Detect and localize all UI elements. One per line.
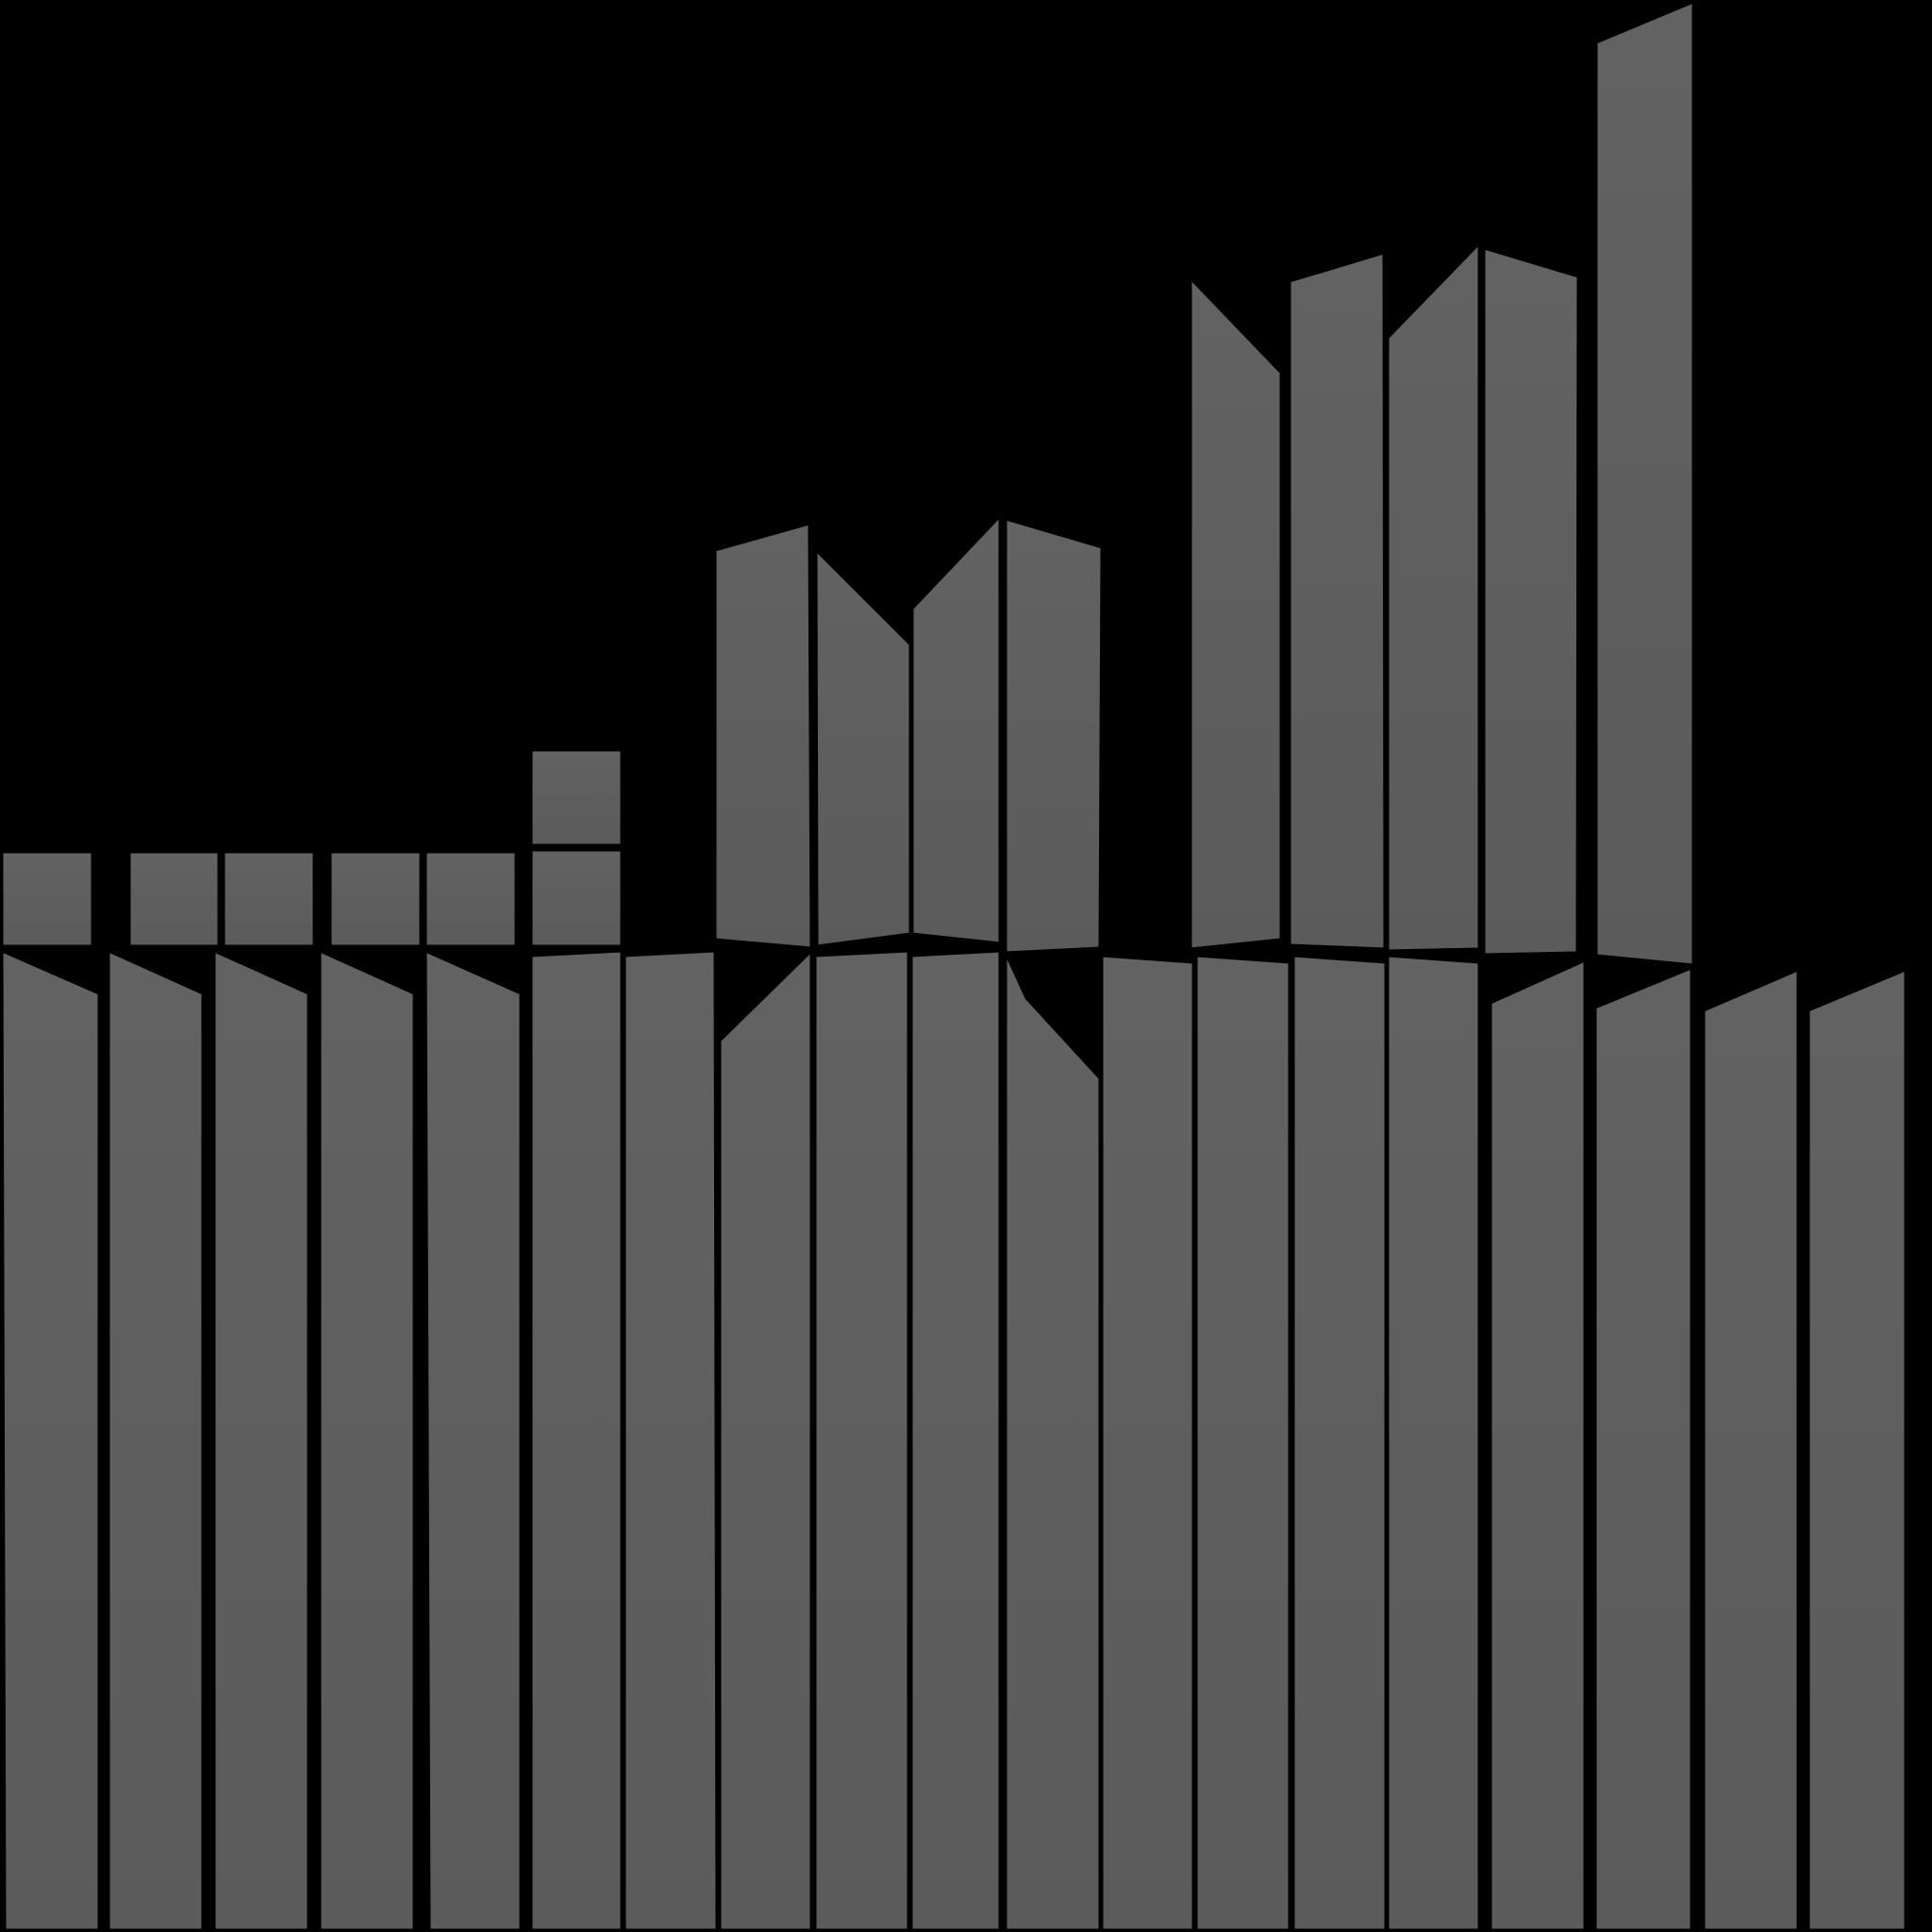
strip-panel-11 (1004, 951, 1102, 1932)
mid-panel-3 (910, 514, 1002, 945)
square-panel-2 (127, 850, 221, 948)
mid-panel-2 (814, 548, 912, 948)
square-panel-6 (529, 748, 624, 847)
strip-panel-2 (107, 949, 205, 1932)
square-panel-5 (424, 850, 518, 948)
strip-panel-4 (318, 949, 416, 1932)
right-panel-3 (1386, 242, 1481, 953)
strip-panel-16 (1489, 958, 1587, 1932)
strip-panel-18 (1702, 968, 1800, 1932)
square-panel-1 (0, 850, 94, 948)
right-panel-1 (1189, 276, 1283, 951)
strip-panel-13 (1194, 954, 1291, 1932)
right-panel-5 (1594, 0, 1695, 967)
right-panel-4 (1482, 246, 1580, 957)
strip-panel-6 (529, 949, 624, 1932)
mid-panel-1 (713, 522, 813, 950)
strip-panel-12 (1100, 954, 1195, 1932)
mid-panel-4 (1004, 517, 1104, 955)
strip-panel-19 (1807, 968, 1907, 1932)
strip-panel-9 (813, 949, 910, 1932)
strip-panel-1 (0, 949, 101, 1932)
strip-panel-17 (1593, 966, 1693, 1932)
strip-panel-8 (718, 949, 813, 1932)
strip-panel-15 (1386, 954, 1481, 1932)
square-panel-7 (529, 848, 624, 948)
strip-panel-5 (424, 949, 523, 1932)
right-panel-2 (1288, 251, 1387, 951)
square-panel-3 (222, 850, 316, 948)
strip-panel-14 (1291, 954, 1388, 1932)
strip-panel-10 (909, 949, 1002, 1932)
strip-panel-7 (623, 949, 719, 1932)
square-panel-4 (328, 850, 423, 948)
strip-panel-3 (212, 949, 310, 1932)
